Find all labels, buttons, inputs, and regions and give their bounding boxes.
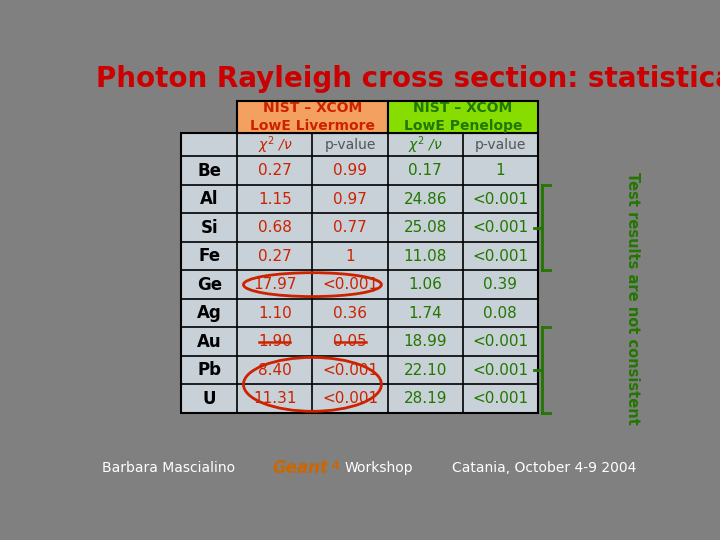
Text: 24.86: 24.86 <box>403 192 447 207</box>
Text: 1: 1 <box>495 163 505 178</box>
Text: Be: Be <box>197 161 221 180</box>
Text: 8.40: 8.40 <box>258 362 292 377</box>
Text: $\chi^2$ /ν: $\chi^2$ /ν <box>258 134 292 156</box>
Text: 4: 4 <box>332 461 340 471</box>
Text: 1.90: 1.90 <box>258 334 292 349</box>
Text: Pb: Pb <box>197 361 221 379</box>
Text: p-value: p-value <box>474 138 526 152</box>
Text: 0.39: 0.39 <box>483 277 518 292</box>
Text: Si: Si <box>201 219 218 237</box>
Text: Barbara Mascialino: Barbara Mascialino <box>102 461 235 475</box>
Text: Ag: Ag <box>197 304 222 322</box>
Text: <0.001: <0.001 <box>472 220 528 235</box>
Text: 0.99: 0.99 <box>333 163 367 178</box>
Text: <0.001: <0.001 <box>472 192 528 207</box>
Text: 25.08: 25.08 <box>403 220 447 235</box>
Text: Catania, October 4-9 2004: Catania, October 4-9 2004 <box>452 461 636 475</box>
Text: NIST – XCOM
LowE Penelope: NIST – XCOM LowE Penelope <box>403 101 522 133</box>
Text: 1.06: 1.06 <box>408 277 442 292</box>
Text: 28.19: 28.19 <box>403 391 447 406</box>
Text: 1.15: 1.15 <box>258 192 292 207</box>
Text: 0.08: 0.08 <box>484 306 517 321</box>
Text: Ge: Ge <box>197 275 222 294</box>
Text: 1.74: 1.74 <box>408 306 442 321</box>
Bar <box>181 133 538 413</box>
Text: 17.97: 17.97 <box>253 277 297 292</box>
Text: p-value: p-value <box>324 138 376 152</box>
Text: <0.001: <0.001 <box>472 334 528 349</box>
Text: 0.05: 0.05 <box>333 334 367 349</box>
Text: 0.27: 0.27 <box>258 248 292 264</box>
Text: <0.001: <0.001 <box>322 362 378 377</box>
Text: 0.27: 0.27 <box>258 163 292 178</box>
Bar <box>238 101 387 133</box>
Text: U: U <box>202 389 216 408</box>
Text: 0.68: 0.68 <box>258 220 292 235</box>
Text: NIST – XCOM
LowE Livermore: NIST – XCOM LowE Livermore <box>250 101 375 133</box>
Text: Test results are not consistent: Test results are not consistent <box>625 172 640 426</box>
Text: Au: Au <box>197 333 222 350</box>
Text: 0.77: 0.77 <box>333 220 367 235</box>
Text: 18.99: 18.99 <box>403 334 447 349</box>
Bar <box>387 101 538 133</box>
Text: Geant: Geant <box>273 460 329 477</box>
Text: 22.10: 22.10 <box>403 362 447 377</box>
Text: Fe: Fe <box>198 247 220 265</box>
Text: Workshop: Workshop <box>344 461 413 475</box>
Text: 0.17: 0.17 <box>408 163 442 178</box>
Text: $\chi^2$ /ν: $\chi^2$ /ν <box>408 134 443 156</box>
Text: <0.001: <0.001 <box>472 391 528 406</box>
Text: <0.001: <0.001 <box>322 277 378 292</box>
Text: <0.001: <0.001 <box>472 362 528 377</box>
Text: 11.31: 11.31 <box>253 391 297 406</box>
Text: 0.36: 0.36 <box>333 306 367 321</box>
Text: 11.08: 11.08 <box>403 248 447 264</box>
Text: Al: Al <box>200 190 219 208</box>
Text: <0.001: <0.001 <box>322 391 378 406</box>
Text: <0.001: <0.001 <box>472 248 528 264</box>
Text: 1.10: 1.10 <box>258 306 292 321</box>
Text: 1: 1 <box>345 248 355 264</box>
Text: Photon Rayleigh cross section: statistical results: Photon Rayleigh cross section: statistic… <box>96 65 720 93</box>
Text: 0.97: 0.97 <box>333 192 367 207</box>
